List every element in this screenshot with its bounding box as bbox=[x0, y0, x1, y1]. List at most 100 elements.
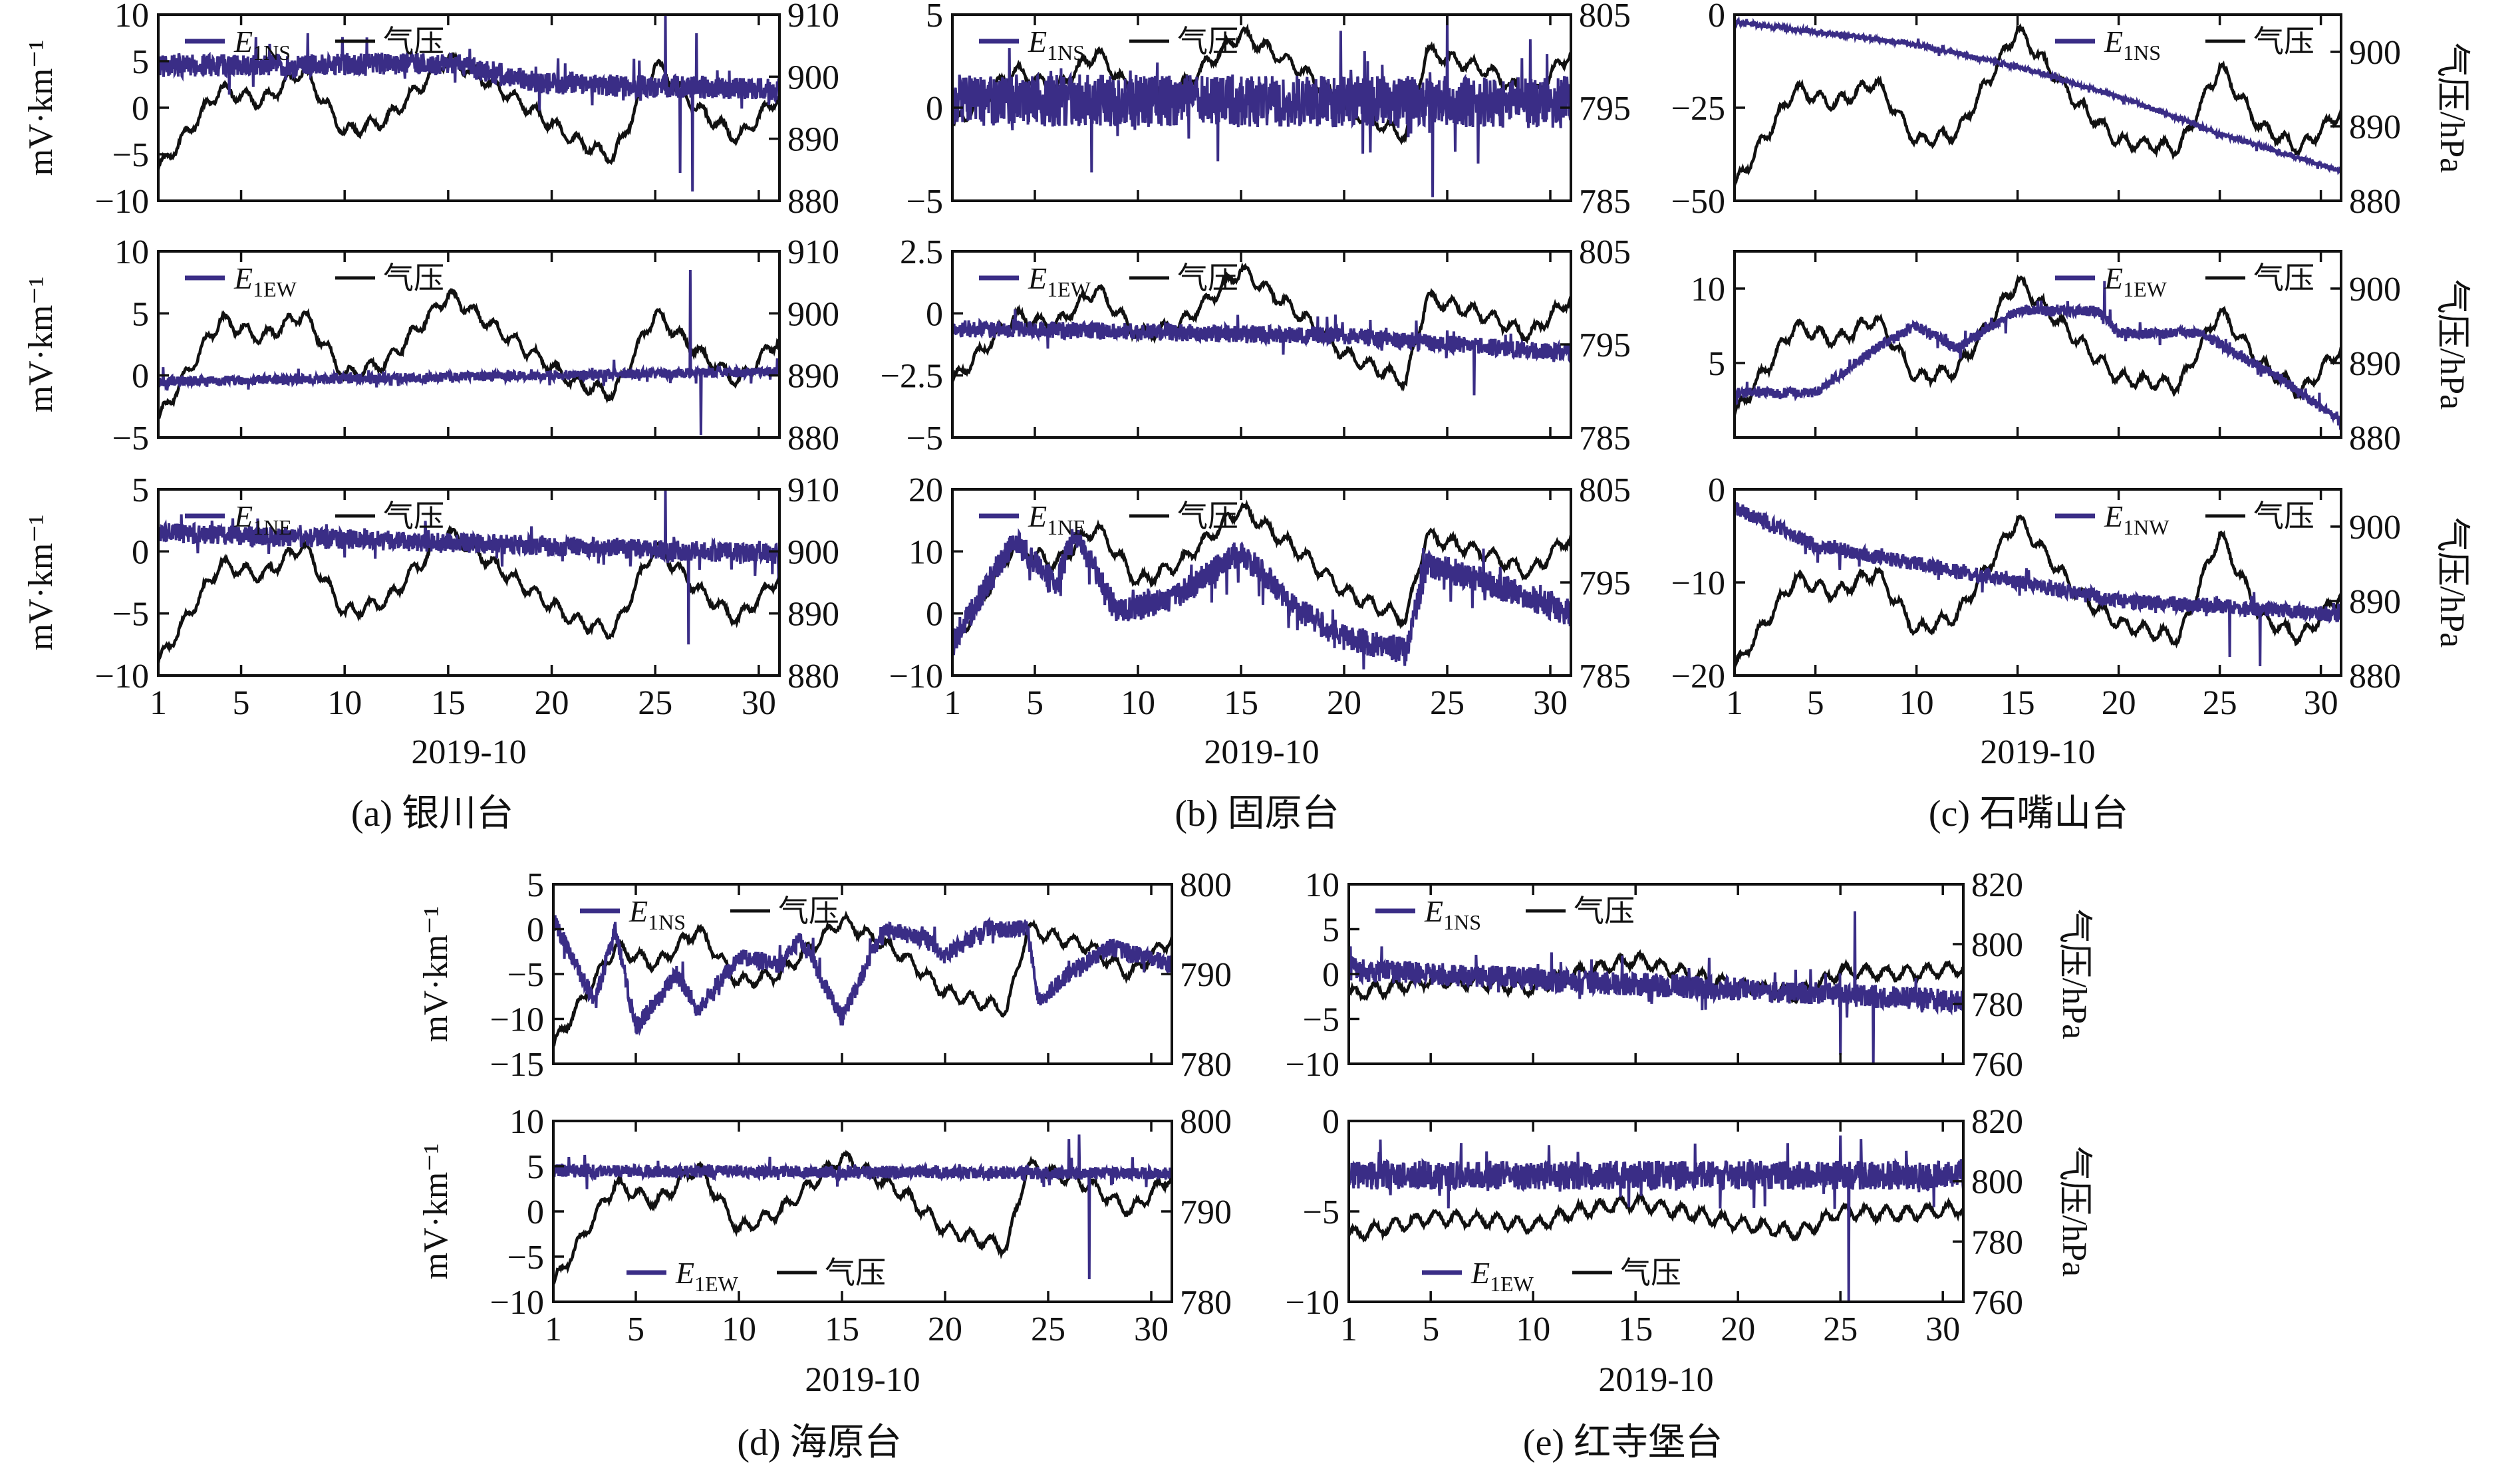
legend-label-field: E1NS bbox=[628, 894, 686, 934]
y-tick-label: 5 bbox=[132, 43, 149, 81]
x-tick-label: 25 bbox=[1823, 1310, 1858, 1348]
x-tick-label: 5 bbox=[233, 684, 250, 722]
legend: E1NS 气压 bbox=[2055, 25, 2314, 64]
x-tick-label: 30 bbox=[2304, 684, 2338, 722]
legend-prefix: E bbox=[1028, 261, 1047, 295]
y2-tick-label: 780 bbox=[1180, 1046, 1232, 1084]
y2-tick-label: 780 bbox=[1180, 1284, 1232, 1322]
pressure-series-line bbox=[1349, 1191, 1963, 1243]
y2-tick-label: 805 bbox=[1579, 471, 1631, 509]
subfigure-caption: (a) 银川台 bbox=[351, 793, 513, 834]
x-tick-label: 25 bbox=[1430, 684, 1465, 722]
legend-label-pressure: 气压 bbox=[778, 894, 839, 928]
legend-prefix: E bbox=[2104, 261, 2123, 295]
legend: E1EW 气压 bbox=[185, 261, 444, 301]
y2-tick-label: 900 bbox=[787, 59, 839, 96]
y-tick-label: 0 bbox=[926, 596, 943, 634]
field-series-line bbox=[952, 309, 1571, 396]
legend: E1EW 气压 bbox=[1422, 1256, 1681, 1296]
legend-component: 1NE bbox=[1047, 515, 1086, 539]
x-axis-date-label: 2019-10 bbox=[411, 733, 526, 771]
y-tick-label: 0 bbox=[527, 912, 544, 949]
pressure-series-line bbox=[553, 910, 1172, 1047]
y2-axis-label: 气压/hPa bbox=[2433, 43, 2471, 173]
legend-label-field: E1EW bbox=[1028, 261, 1091, 301]
x-tick-label: 15 bbox=[825, 1310, 859, 1348]
x-tick-label: 30 bbox=[742, 684, 776, 722]
y-tick-label: −10 bbox=[490, 1284, 544, 1322]
y2-tick-label: 880 bbox=[787, 420, 839, 457]
y-tick-label: 5 bbox=[1708, 345, 1725, 383]
field-series-line bbox=[553, 915, 1172, 1036]
y2-tick-label: 760 bbox=[1971, 1046, 2023, 1084]
legend: E1EW 气压 bbox=[627, 1256, 886, 1296]
y-tick-label: 0 bbox=[926, 90, 943, 128]
y-tick-label: 20 bbox=[908, 471, 943, 509]
y-axis-label: mV·km⁻¹ bbox=[417, 1144, 455, 1280]
field-series-line bbox=[158, 15, 779, 192]
x-tick-label: 5 bbox=[1026, 684, 1044, 722]
panel-a-1NS: −10 −5 0 5 10 880 890 900 910 mV·km⁻¹ E1NS 气压 bbox=[22, 0, 839, 221]
y-tick-label: 10 bbox=[509, 1103, 544, 1141]
y2-tick-label: 800 bbox=[1180, 866, 1232, 904]
legend-component: 1NE bbox=[253, 515, 292, 539]
y2-tick-label: 805 bbox=[1579, 233, 1631, 271]
y2-tick-label: 880 bbox=[2349, 658, 2401, 695]
y-tick-label: −10 bbox=[490, 1001, 544, 1039]
y-tick-label: 5 bbox=[1322, 912, 1339, 949]
subfigure-caption: (d) 海原台 bbox=[737, 1422, 901, 1463]
y2-tick-label: 820 bbox=[1971, 1103, 2023, 1141]
y-tick-label: −2.5 bbox=[881, 358, 943, 396]
y2-tick-label: 785 bbox=[1579, 183, 1631, 221]
legend-label-field: E1NE bbox=[1028, 499, 1086, 539]
x-tick-label: 10 bbox=[1121, 684, 1155, 722]
y-tick-label: 0 bbox=[132, 358, 149, 396]
y2-tick-label: 760 bbox=[1971, 1284, 2023, 1322]
x-tick-label: 10 bbox=[327, 684, 362, 722]
panel-e-1EW: 1 5 10 15 20 25 30−10−50760780800820气压/hPaE1EW… bbox=[1286, 1103, 2093, 1348]
y-tick-label: −5 bbox=[112, 420, 149, 457]
y-tick-label: −5 bbox=[507, 956, 544, 994]
legend-label-pressure: 气压 bbox=[2253, 499, 2314, 533]
x-tick-label: 20 bbox=[928, 1310, 962, 1348]
x-axis-date-label: 2019-10 bbox=[1598, 1361, 1713, 1399]
y2-tick-label: 890 bbox=[787, 121, 839, 159]
x-tick-label: 5 bbox=[1422, 1310, 1439, 1348]
panel-a-1EW: −5 0 5 10 880 890 900 910 mV·km⁻¹ E1EW 气压 bbox=[22, 233, 839, 457]
y-tick-label: 10 bbox=[1305, 866, 1339, 904]
x-tick-label: 20 bbox=[1327, 684, 1361, 722]
pressure-series-line bbox=[1735, 514, 2341, 668]
y-tick-label: 0 bbox=[1708, 471, 1725, 509]
subfigure-caption: (c) 石嘴山台 bbox=[1929, 793, 2128, 834]
legend-label-pressure: 气压 bbox=[1620, 1256, 1681, 1290]
subfigure-caption: (b) 固原台 bbox=[1175, 793, 1339, 834]
legend-prefix: E bbox=[628, 894, 648, 928]
x-tick-label: 1 bbox=[1340, 1310, 1357, 1348]
y-tick-label: 10 bbox=[908, 533, 943, 571]
y-tick-label: −5 bbox=[507, 1239, 544, 1277]
legend-component: 1NS bbox=[648, 910, 686, 934]
y-axis-label: mV·km⁻¹ bbox=[22, 40, 60, 176]
panel-b-1NS: −5 0 5 785 795 805 E1NS 气压 bbox=[907, 0, 1631, 221]
legend-component: 1NW bbox=[2123, 515, 2169, 539]
x-tick-label: 10 bbox=[1516, 1310, 1550, 1348]
x-tick-label: 20 bbox=[2102, 684, 2136, 722]
plot-frame bbox=[157, 488, 781, 677]
legend-label-pressure: 气压 bbox=[825, 1256, 886, 1290]
x-tick-label: 25 bbox=[638, 684, 672, 722]
y2-tick-label: 890 bbox=[787, 596, 839, 634]
x-tick-label: 30 bbox=[1925, 1310, 1960, 1348]
y2-tick-label: 795 bbox=[1579, 564, 1631, 602]
legend: E1NS 气压 bbox=[185, 25, 444, 64]
x-tick-label: 15 bbox=[1618, 1310, 1653, 1348]
field-series-line bbox=[1349, 911, 1963, 1064]
field-series-line bbox=[1349, 1135, 1963, 1302]
y2-tick-label: 880 bbox=[2349, 183, 2401, 221]
